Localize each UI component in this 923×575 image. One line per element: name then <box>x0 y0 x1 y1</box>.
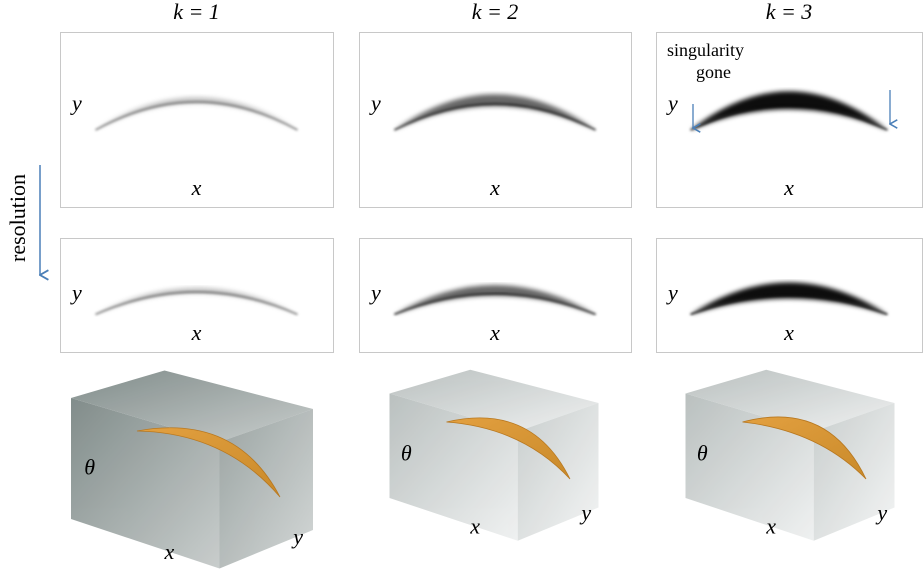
row-label: resolution <box>5 174 30 262</box>
box-top <box>389 369 599 432</box>
density-arc <box>690 282 888 315</box>
theta-axis-label: θ <box>697 440 708 465</box>
y-axis-label: y <box>579 500 591 525</box>
orange-surface <box>446 417 571 480</box>
density-arc <box>95 287 298 315</box>
column-header: k = 2 <box>472 0 519 24</box>
box-left <box>71 398 220 569</box>
density-arc <box>95 97 298 130</box>
y-axis-label: y <box>70 91 82 116</box>
column-header: k = 3 <box>766 0 813 24</box>
x-axis-label: x <box>164 539 175 564</box>
x-axis-label: x <box>191 320 202 345</box>
x-axis-label: x <box>191 175 202 200</box>
x-axis-label: x <box>489 175 500 200</box>
column-header: k = 1 <box>173 0 220 24</box>
volume-box <box>685 369 895 541</box>
y-axis-label: y <box>666 280 678 305</box>
density-arc <box>690 91 888 130</box>
y-axis-label: y <box>369 91 381 116</box>
density-edge <box>394 103 596 131</box>
density-edge <box>95 101 298 131</box>
box-left <box>685 393 814 541</box>
annotation-line: gone <box>696 62 731 82</box>
y-axis-label: y <box>369 280 381 305</box>
y-axis-label: y <box>666 91 678 116</box>
x-axis-label: x <box>489 320 500 345</box>
theta-axis-label: θ <box>84 455 95 480</box>
annotation-line: singularity <box>667 40 744 60</box>
panel-frame <box>656 32 923 208</box>
density-edge <box>95 291 298 316</box>
box-top <box>71 370 313 442</box>
panel-frame <box>60 32 334 208</box>
x-axis-label: x <box>469 513 480 538</box>
panel-frame <box>60 238 334 353</box>
density-edge <box>690 105 888 131</box>
density-edge <box>690 294 888 316</box>
theta-axis-label: θ <box>401 440 412 465</box>
orange-surface <box>136 427 281 498</box>
y-axis-label: y <box>291 524 303 549</box>
volume-box <box>71 370 313 569</box>
density-arc <box>394 285 596 315</box>
panel-frame <box>359 32 632 208</box>
x-axis-label: x <box>783 175 794 200</box>
y-axis-label: y <box>875 500 887 525</box>
volume-box <box>389 369 599 541</box>
orange-surface <box>742 416 867 480</box>
density-arc <box>394 94 596 130</box>
box-left <box>389 393 518 541</box>
density-edge <box>394 293 596 316</box>
y-axis-label: y <box>70 280 82 305</box>
x-axis-label: x <box>783 320 794 345</box>
x-axis-label: x <box>765 513 776 538</box>
box-right <box>219 409 313 569</box>
box-top <box>685 369 895 432</box>
